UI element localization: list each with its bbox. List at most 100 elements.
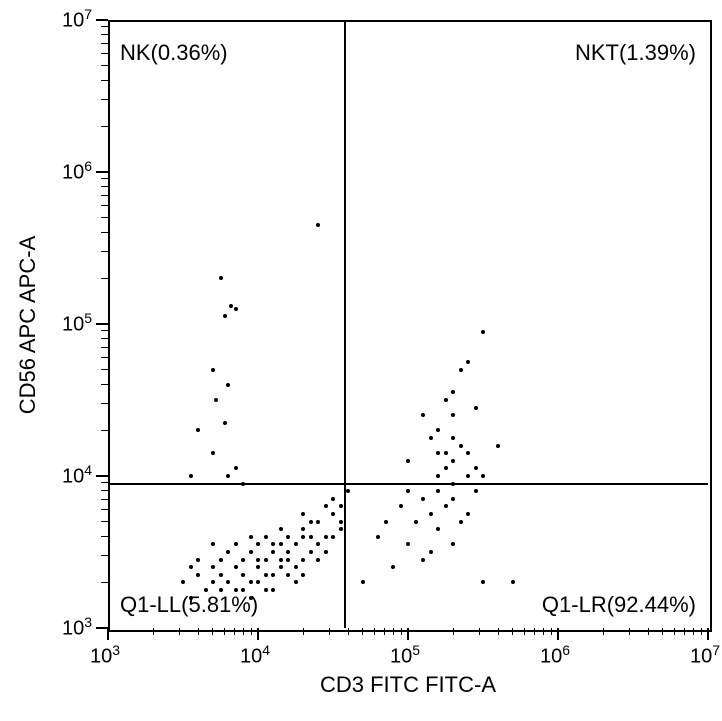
- data-point: [264, 558, 268, 562]
- quadrant-line-vertical: [344, 20, 346, 628]
- data-point: [189, 565, 193, 569]
- y-tick-minor: [101, 482, 108, 483]
- data-point: [204, 588, 208, 592]
- data-point: [219, 573, 223, 577]
- x-tick-major: [257, 628, 259, 640]
- data-point: [339, 527, 343, 531]
- x-tick-minor: [524, 628, 525, 635]
- x-tick-minor: [512, 628, 513, 635]
- data-point: [234, 588, 238, 592]
- x-tick-minor: [629, 628, 630, 635]
- x-tick-label: 106: [540, 642, 570, 669]
- data-point: [474, 489, 478, 493]
- data-point: [226, 550, 230, 554]
- y-tick-minor: [101, 99, 108, 100]
- x-tick-label: 105: [390, 642, 420, 669]
- data-point: [301, 535, 305, 539]
- data-point: [271, 573, 275, 577]
- y-tick-minor: [101, 338, 108, 339]
- data-point: [444, 466, 448, 470]
- y-tick-minor: [101, 53, 108, 54]
- data-point: [196, 573, 200, 577]
- x-tick-minor: [551, 628, 552, 635]
- quadrant-label-ul: NK(0.36%): [120, 40, 228, 66]
- x-tick-minor: [498, 628, 499, 635]
- data-point: [481, 330, 485, 334]
- data-point: [279, 558, 283, 562]
- data-point: [444, 451, 448, 455]
- data-point: [286, 550, 290, 554]
- data-point: [459, 520, 463, 524]
- data-point: [331, 535, 335, 539]
- data-point: [451, 436, 455, 440]
- data-point: [406, 459, 410, 463]
- data-point: [226, 383, 230, 387]
- y-axis-label: CD56 APC APC-A: [15, 205, 41, 445]
- data-point: [436, 474, 440, 478]
- x-tick-major: [707, 628, 709, 640]
- x-tick-minor: [329, 628, 330, 635]
- data-point: [226, 474, 230, 478]
- data-point: [474, 466, 478, 470]
- data-point: [234, 565, 238, 569]
- x-tick-minor: [648, 628, 649, 635]
- x-tick-minor: [662, 628, 663, 635]
- y-tick-major: [96, 475, 108, 477]
- data-point: [211, 368, 215, 372]
- plot-area: [108, 20, 712, 632]
- data-point: [309, 520, 313, 524]
- x-tick-minor: [543, 628, 544, 635]
- data-point: [384, 520, 388, 524]
- y-tick-minor: [101, 347, 108, 348]
- data-point: [459, 368, 463, 372]
- x-axis-label: CD3 FITC FITC-A: [298, 672, 518, 698]
- y-tick-minor: [101, 490, 108, 491]
- data-point: [286, 573, 290, 577]
- y-tick-major: [96, 627, 108, 629]
- x-tick-minor: [234, 628, 235, 635]
- data-point: [234, 307, 238, 311]
- data-point: [219, 558, 223, 562]
- x-tick-minor: [179, 628, 180, 635]
- data-point: [316, 520, 320, 524]
- y-tick-minor: [101, 126, 108, 127]
- data-point: [481, 474, 485, 478]
- data-point: [189, 596, 193, 600]
- y-tick-minor: [101, 217, 108, 218]
- data-point: [271, 588, 275, 592]
- x-tick-minor: [479, 628, 480, 635]
- y-tick-minor: [101, 251, 108, 252]
- x-tick-label: 107: [690, 642, 720, 669]
- data-point: [466, 474, 470, 478]
- data-point: [444, 504, 448, 508]
- x-tick-minor: [362, 628, 363, 635]
- data-point: [196, 558, 200, 562]
- y-tick-minor: [101, 384, 108, 385]
- data-point: [249, 580, 253, 584]
- data-point: [256, 558, 260, 562]
- data-point: [421, 558, 425, 562]
- x-tick-minor: [603, 628, 604, 635]
- y-tick-minor: [101, 369, 108, 370]
- x-tick-minor: [348, 628, 349, 635]
- x-tick-major: [557, 628, 559, 640]
- data-point: [279, 565, 283, 569]
- x-tick-label: 103: [90, 642, 120, 669]
- x-tick-minor: [674, 628, 675, 635]
- y-tick-minor: [101, 195, 108, 196]
- data-point: [466, 360, 470, 364]
- data-point: [451, 459, 455, 463]
- data-point: [249, 550, 253, 554]
- data-point: [339, 520, 343, 524]
- data-point: [279, 542, 283, 546]
- y-tick-minor: [101, 80, 108, 81]
- data-point: [309, 550, 313, 554]
- data-point: [294, 565, 298, 569]
- data-point: [496, 444, 500, 448]
- data-point: [316, 558, 320, 562]
- x-tick-label: 104: [240, 642, 270, 669]
- data-point: [301, 573, 305, 577]
- data-point: [309, 535, 313, 539]
- x-tick-major: [107, 628, 109, 640]
- data-point: [286, 558, 290, 562]
